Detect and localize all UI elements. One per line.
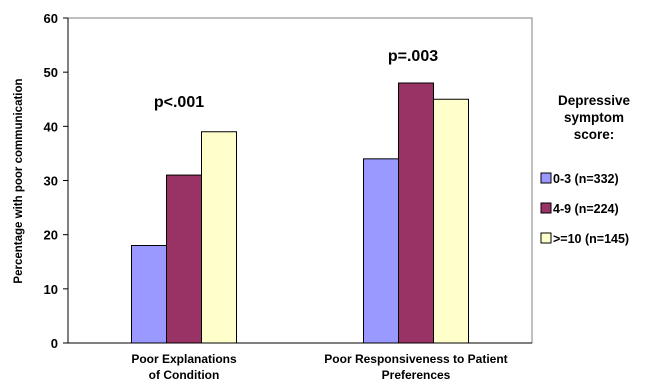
y-axis-label: Percentage with poor communication [13, 78, 25, 283]
legend: Depressive symptom score: 0-3 (n=332) 4-9… [540, 93, 631, 246]
y-tick-label: 30 [44, 174, 58, 189]
legend-label: 4-9 (n=224) [553, 202, 619, 216]
bar-2-series-1 [363, 158, 399, 344]
bars [131, 82, 469, 344]
annotation-p-value-2: p=.003 [388, 48, 438, 65]
bar-1-series-3 [201, 131, 237, 344]
y-axis-ticks: 0 10 20 30 40 50 60 [44, 11, 68, 351]
bar-2-series-2 [398, 82, 434, 344]
legend-items: 0-3 (n=332) 4-9 (n=224) >=10 (n=145) [540, 172, 629, 246]
bar-2-series-3 [433, 98, 469, 344]
x-category-label: of Condition [149, 368, 220, 382]
x-axis-category-labels: Poor Explanations of Condition Poor Respon… [131, 352, 507, 382]
x-category-label: Poor Responsiveness to Patient [324, 352, 507, 366]
y-tick-label: 20 [44, 228, 58, 243]
legend-swatch [540, 172, 552, 184]
bar-1-series-2 [166, 174, 202, 344]
y-tick-label: 60 [44, 11, 58, 26]
legend-title-line-3: score: [574, 127, 615, 142]
bar-1-series-1 [131, 245, 167, 344]
y-tick-label: 10 [44, 282, 58, 297]
legend-swatch [540, 232, 552, 244]
annotation-p-value-1: p<.001 [154, 94, 204, 111]
legend-title-line-1: Depressive [558, 93, 631, 108]
y-tick-label: 50 [44, 65, 58, 80]
x-category-label: Poor Explanations [131, 352, 237, 366]
legend-label: 0-3 (n=332) [553, 172, 619, 186]
y-tick-label: 0 [51, 336, 58, 351]
legend-swatch [540, 202, 552, 214]
y-tick-label: 40 [44, 119, 58, 134]
legend-title-line-2: symptom [564, 110, 624, 125]
x-category-label: Preferences [382, 368, 451, 382]
legend-label: >=10 (n=145) [553, 232, 629, 246]
